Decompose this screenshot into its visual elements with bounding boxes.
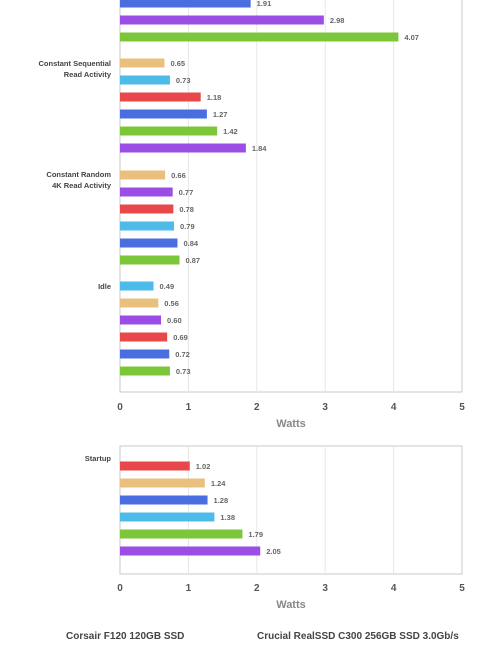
bar-value-label: 4.07	[404, 33, 419, 42]
x-tick-label: 2	[254, 402, 260, 413]
bar	[120, 0, 251, 8]
bar	[120, 170, 166, 180]
bar	[120, 75, 170, 85]
bar-value-label: 1.24	[211, 479, 226, 488]
plot-frame-1	[119, 445, 463, 575]
bar	[120, 478, 205, 488]
bar-value-label: 0.60	[167, 316, 182, 325]
bar	[120, 221, 175, 231]
bar	[120, 461, 190, 471]
legend-item-crucial: Crucial RealSSD C300 256GB SSD 3.0Gb/s	[257, 631, 459, 642]
bar-value-label: 0.73	[176, 76, 191, 85]
legend-item-corsair: Corsair F120 120GB SSD	[66, 631, 185, 642]
x-tick-label: 2	[254, 583, 260, 594]
bar-value-label: 0.56	[164, 299, 179, 308]
bar-value-label: 0.72	[175, 350, 190, 359]
group-label: Constant Sequential	[38, 59, 111, 68]
group-label: Constant Random	[46, 170, 111, 179]
bar-value-label: 2.98	[330, 16, 345, 25]
bar-value-label: 0.84	[183, 239, 198, 248]
bar	[120, 495, 208, 505]
bar-value-label: 0.87	[186, 256, 201, 265]
bar-value-label: 0.79	[180, 222, 195, 231]
bar-value-label: 0.65	[170, 59, 185, 68]
bar-value-label: 0.78	[179, 205, 194, 214]
bar	[120, 366, 170, 376]
group-label: Read Activity	[64, 70, 112, 79]
bar	[120, 143, 246, 153]
bar-value-label: 0.69	[173, 333, 188, 342]
bar-value-label: 1.42	[223, 127, 238, 136]
bar	[120, 109, 207, 119]
x-tick-label: 1	[186, 402, 192, 413]
x-tick-label: 3	[322, 402, 328, 413]
bar-value-label: 1.91	[257, 0, 272, 8]
x-tick-label: 5	[459, 402, 465, 413]
group-label: Startup	[85, 454, 112, 463]
bar	[120, 204, 174, 214]
bar-value-label: 1.38	[220, 513, 235, 522]
bar	[120, 58, 165, 68]
bar-value-label: 1.18	[207, 93, 222, 102]
bar	[120, 298, 159, 308]
bar	[120, 238, 178, 248]
bar-value-label: 0.66	[171, 171, 186, 180]
bar	[120, 332, 168, 342]
bar	[120, 546, 261, 556]
x-tick-label: 0	[117, 583, 123, 594]
bar-value-label: 0.77	[179, 188, 194, 197]
bar-value-label: 0.73	[176, 367, 191, 376]
bar	[120, 126, 218, 136]
x-axis-title: Watts	[276, 418, 306, 430]
x-tick-label: 4	[391, 402, 397, 413]
bar-value-label: 1.28	[214, 496, 229, 505]
group-label: Idle	[98, 282, 111, 291]
x-tick-label: 3	[322, 583, 328, 594]
bar-value-label: 2.05	[266, 547, 281, 556]
bar	[120, 255, 180, 265]
bar-value-label: 0.49	[160, 282, 175, 291]
bar	[120, 281, 154, 291]
bar	[120, 92, 201, 102]
bar	[120, 512, 215, 522]
bar-value-label: 1.79	[248, 530, 263, 539]
bar-value-label: 1.84	[252, 144, 267, 153]
x-tick-label: 4	[391, 583, 397, 594]
x-axis-title: Watts	[276, 599, 306, 611]
bar-value-label: 1.02	[196, 462, 211, 471]
x-tick-label: 0	[117, 402, 123, 413]
bar-value-label: 1.27	[213, 110, 228, 119]
bar	[120, 349, 170, 359]
bar	[120, 15, 324, 25]
bar	[120, 32, 399, 42]
x-tick-label: 1	[186, 583, 192, 594]
bar	[120, 315, 162, 325]
bar	[120, 529, 243, 539]
group-label: 4K Read Activity	[52, 181, 112, 190]
bar	[120, 187, 173, 197]
x-tick-label: 5	[459, 583, 465, 594]
